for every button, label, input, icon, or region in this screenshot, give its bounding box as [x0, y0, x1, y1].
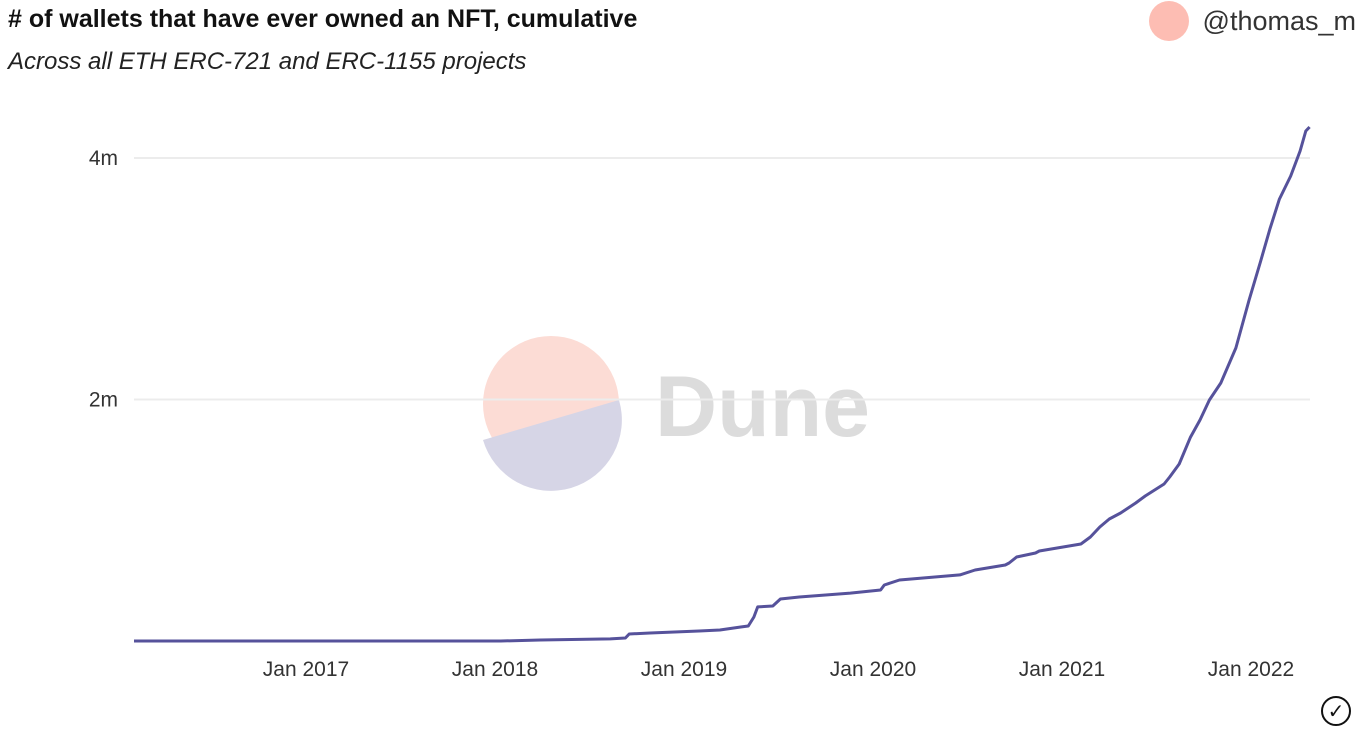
author-name[interactable]: @thomas_m: [1202, 5, 1356, 36]
watermark-logo-bottom: [483, 400, 622, 491]
x-tick-label: Jan 2020: [830, 658, 916, 681]
x-tick-label: Jan 2017: [263, 658, 349, 681]
author-badge[interactable]: @thomas_m: [1148, 1, 1356, 41]
x-tick-label: Jan 2022: [1208, 658, 1294, 681]
y-tick-label: 4m: [89, 147, 118, 170]
chart-subtitle: Across all ETH ERC-721 and ERC-1155 proj…: [8, 48, 527, 75]
dune-watermark: Dune: [483, 336, 870, 491]
y-tick-label: 2m: [89, 389, 118, 412]
x-tick-label: Jan 2019: [641, 658, 727, 681]
watermark-text: Dune: [655, 359, 870, 455]
avatar: [1148, 1, 1189, 41]
x-tick-label: Jan 2018: [452, 658, 538, 681]
check-circle-icon: ✓: [1321, 696, 1351, 726]
series-line: [134, 125, 1311, 643]
chart-title: # of wallets that have ever owned an NFT…: [8, 5, 638, 33]
x-tick-label: Jan 2021: [1019, 658, 1105, 681]
